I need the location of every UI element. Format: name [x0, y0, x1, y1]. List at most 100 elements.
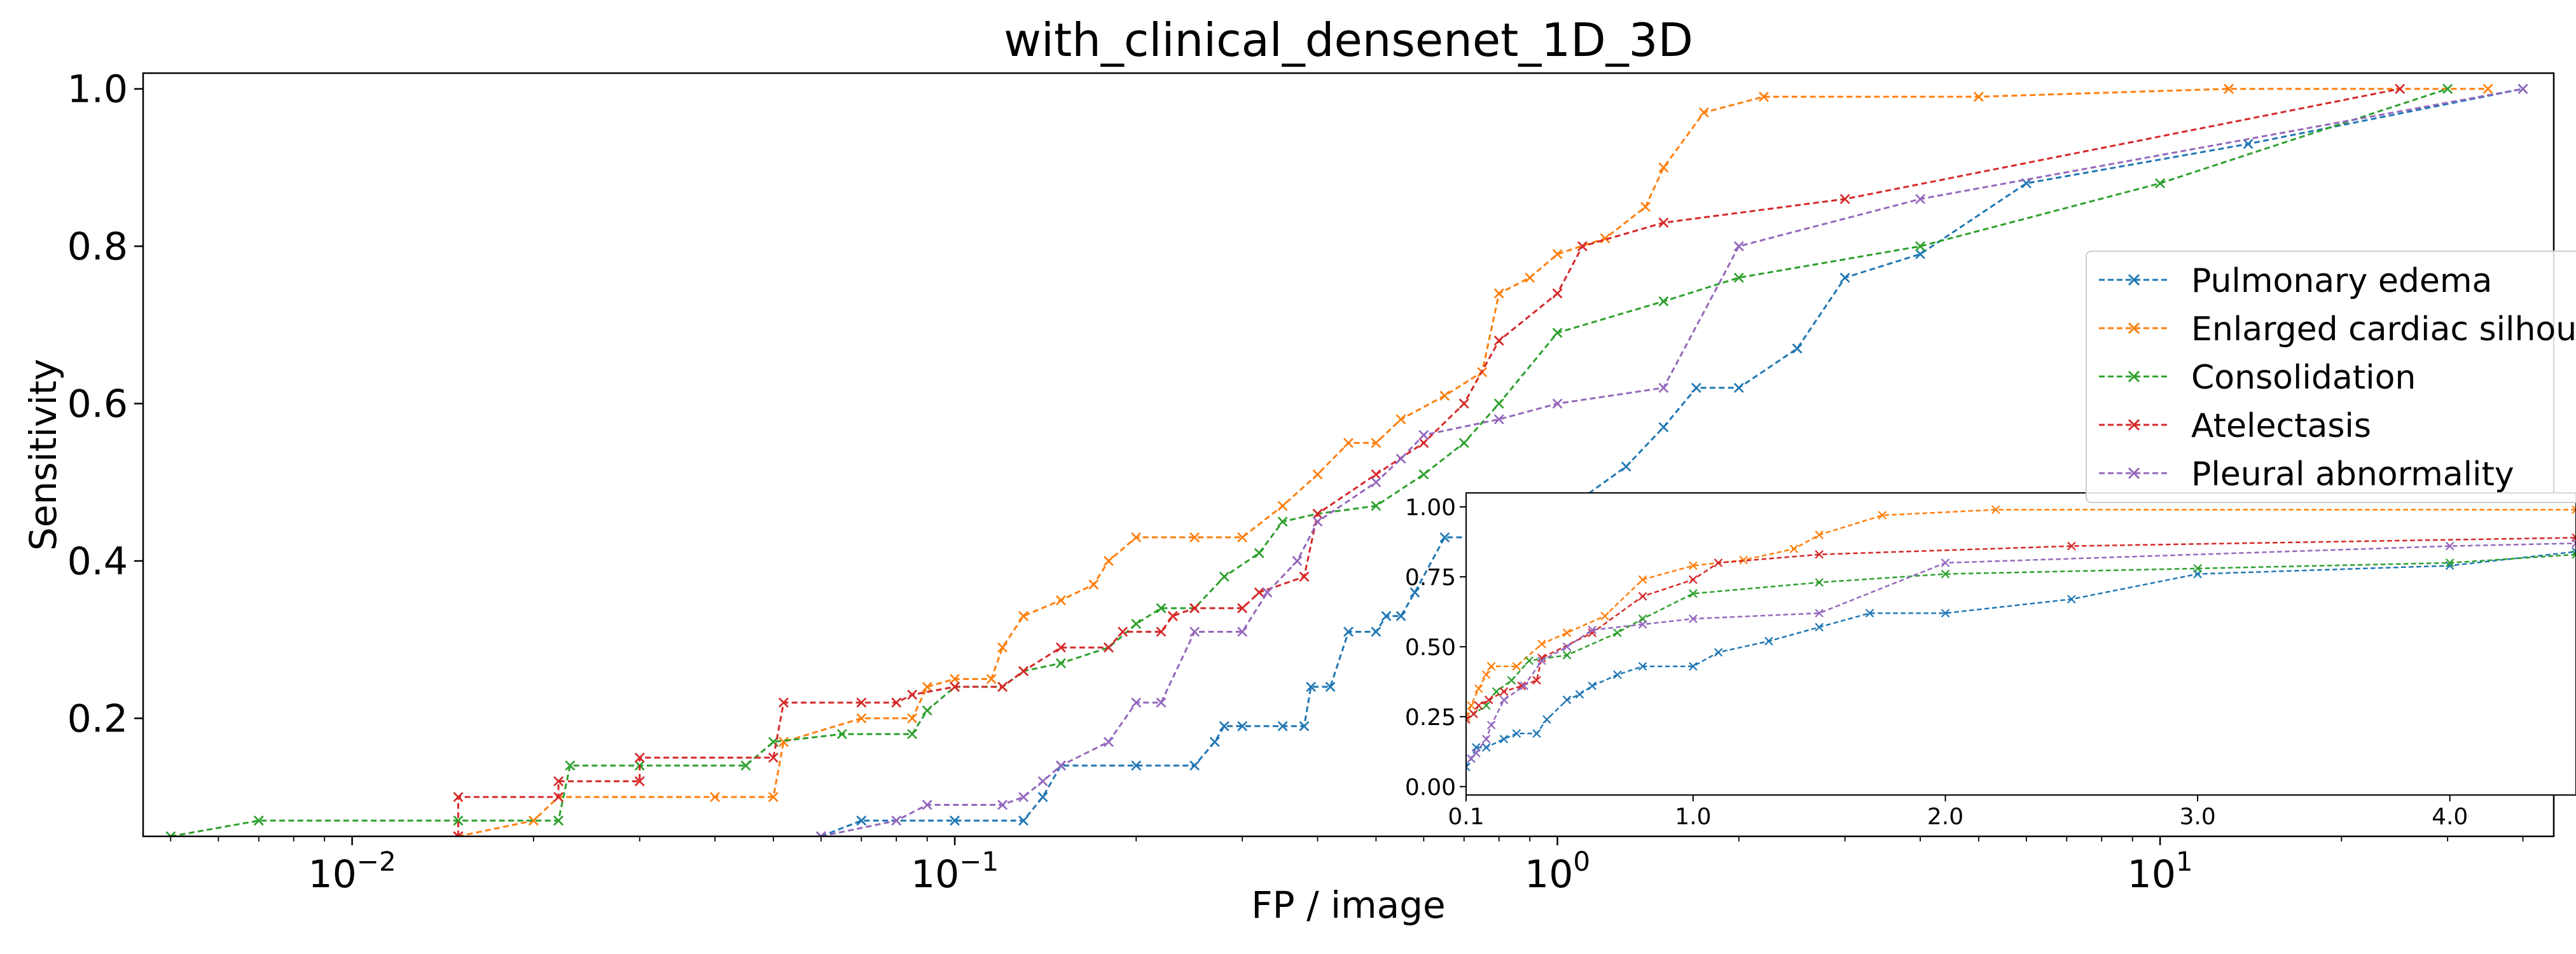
- main-data-point: [1395, 453, 1406, 464]
- inset-y-tick-label: 0.75: [1405, 565, 1456, 591]
- inset-data-point: [1878, 511, 1887, 520]
- main-data-point: [779, 736, 789, 747]
- main-data-point: [907, 689, 918, 700]
- inset-data-point: [1764, 637, 1773, 646]
- main-data-point: [1118, 626, 1128, 637]
- main-data-point: [1839, 193, 1850, 204]
- main-series-1: [453, 83, 2493, 836]
- main-data-point: [2243, 139, 2254, 149]
- main-data-point: [553, 792, 564, 803]
- main-data-point: [565, 760, 576, 771]
- inset-series-line: [1466, 537, 2576, 721]
- main-data-point: [2395, 83, 2406, 94]
- inset-data-point: [1537, 639, 1546, 649]
- main-data-point: [1552, 249, 1563, 259]
- main-data-point: [768, 752, 779, 763]
- main-data-point: [1037, 792, 1048, 803]
- main-data-point: [836, 729, 847, 740]
- y-axis-label: Sensitivity: [22, 359, 65, 551]
- main-data-point: [1156, 697, 1167, 708]
- main-data-point: [1973, 92, 1984, 102]
- inset-y-tick-label: 0.25: [1405, 705, 1456, 731]
- legend-label: Pulmonary edema: [2191, 262, 2492, 300]
- main-data-point: [950, 681, 960, 692]
- inset-data-point: [1466, 712, 1471, 721]
- legend-entry: Consolidation: [2099, 359, 2416, 397]
- inset-data-point: [1562, 642, 1572, 651]
- main-data-point: [1493, 335, 1504, 346]
- inset-data-point: [1991, 505, 2000, 515]
- main-data-point: [1552, 288, 1563, 299]
- main-series-4: [815, 83, 2528, 836]
- inset-data-point: [1613, 628, 1622, 637]
- main-data-point: [1312, 516, 1323, 527]
- legend-label: Atelectasis: [2191, 407, 2371, 445]
- inset-x-tick-label: 1.0: [1675, 804, 1711, 830]
- inset-data-point: [1537, 656, 1546, 665]
- inset-zoom-plot: 0.1 1.0 2.0 3.0 4.0 0.00 0.25 0.50 0.75 1.00: [1405, 492, 2576, 830]
- inset-background: [1466, 493, 2576, 795]
- main-data-point: [1915, 193, 1925, 204]
- main-data-point: [1915, 249, 1925, 259]
- main-data-point: [1103, 736, 1114, 747]
- main-data-point: [1621, 461, 1631, 472]
- main-data-point: [997, 799, 1008, 810]
- inset-data-point: [1815, 577, 1824, 587]
- main-data-point: [710, 792, 720, 803]
- inset-data-point: [1689, 575, 1698, 584]
- main-data-point: [856, 713, 867, 724]
- main-data-point: [1237, 603, 1248, 614]
- inset-data-point: [1815, 550, 1824, 559]
- main-data-point: [1189, 603, 1200, 614]
- main-data-point: [907, 713, 918, 724]
- main-data-point: [1055, 658, 1066, 668]
- main-data-point: [1409, 587, 1420, 598]
- main-data-point: [1018, 666, 1028, 677]
- inset-data-point: [1467, 701, 1476, 710]
- legend-swatch-marker: [2128, 467, 2140, 480]
- inset-data-point: [1941, 569, 1950, 579]
- main-data-point: [1131, 532, 1142, 543]
- main-data-point: [1055, 642, 1066, 653]
- main-data-point: [1131, 697, 1142, 708]
- main-data-point: [1418, 438, 1429, 448]
- inset-series-3: [1466, 533, 2576, 724]
- main-data-point: [1458, 438, 1469, 448]
- legend-swatch-marker: [2128, 273, 2140, 286]
- main-data-point: [1209, 736, 1220, 747]
- x-tick-label: 100: [1525, 846, 1590, 897]
- inset-data-point: [1815, 623, 1824, 632]
- main-data-point: [1395, 414, 1406, 425]
- inset-series-line: [1470, 542, 2576, 759]
- main-data-point: [922, 681, 932, 692]
- main-data-point: [1658, 218, 1669, 228]
- main-data-point: [1343, 438, 1354, 448]
- inset-data-point: [1499, 687, 1509, 696]
- inset-x-tick-label: 4.0: [2432, 804, 2468, 830]
- main-data-point: [1839, 272, 1850, 283]
- main-data-point: [528, 815, 539, 826]
- inset-data-point: [1466, 763, 1471, 771]
- main-data-point: [453, 815, 464, 826]
- y-tick-label: 0.8: [67, 225, 128, 269]
- legend-label: Consolidation: [2191, 359, 2416, 397]
- chart-title: with_clinical_densenet_1D_3D: [1004, 13, 1693, 67]
- main-data-point: [1189, 626, 1200, 637]
- main-data-point: [922, 705, 932, 716]
- main-series-line: [821, 88, 2523, 836]
- inset-data-point: [1562, 651, 1572, 660]
- legend-swatch-marker: [2128, 370, 2140, 383]
- inset-data-point: [1588, 681, 1597, 691]
- main-data-point: [907, 729, 918, 740]
- main-data-point: [1055, 760, 1066, 771]
- main-data-point: [768, 792, 779, 803]
- main-data-point: [1759, 92, 1769, 102]
- main-data-point: [1658, 296, 1669, 307]
- main-data-point: [1312, 508, 1323, 519]
- inset-y-tick-label: 0.00: [1405, 775, 1456, 801]
- inset-data-point: [1638, 661, 1647, 671]
- main-data-point: [1418, 430, 1429, 441]
- main-data-point: [1418, 469, 1429, 480]
- inset-plot-frame: [1465, 492, 2576, 796]
